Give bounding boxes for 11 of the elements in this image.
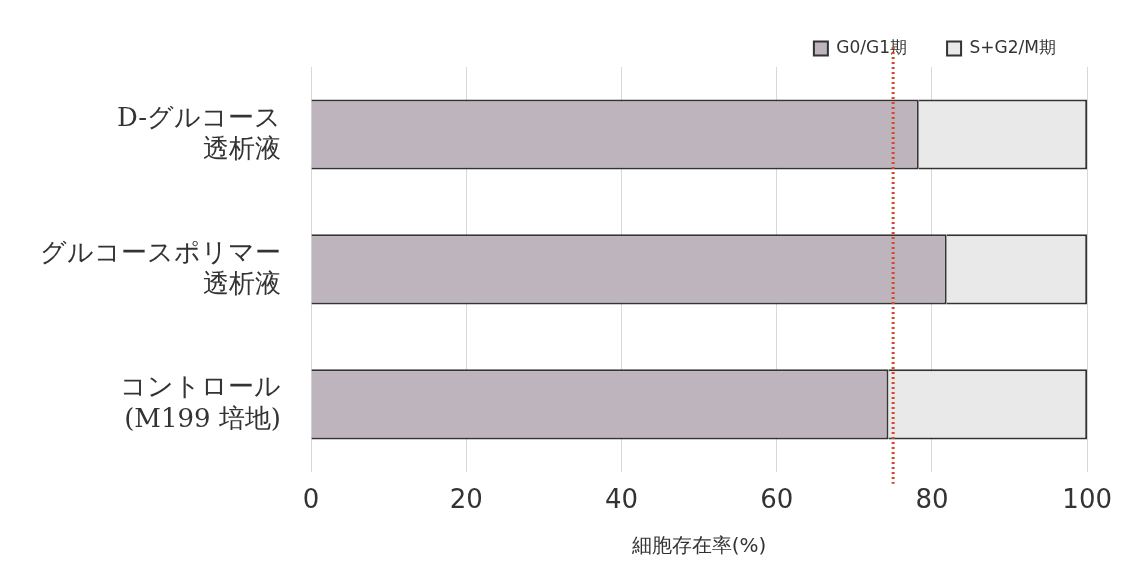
x-tick-label: 40 xyxy=(604,484,639,515)
legend-label: S+G2/M期 xyxy=(969,36,1056,57)
y-tick-label: コントロール(M199 培地) xyxy=(120,371,281,433)
x-tick-label: 60 xyxy=(760,484,794,515)
x-tick-label: 80 xyxy=(915,484,949,515)
x-tick-label: 20 xyxy=(449,484,483,515)
y-tick-label: D-グルコース透析液 xyxy=(116,101,281,163)
y-tick-label: グルコースポリマー透析液 xyxy=(40,236,281,298)
x-axis-title: 細胞存在率(%) xyxy=(630,533,767,558)
x-tick-label: 0 xyxy=(302,484,320,515)
x-tick-label: 100 xyxy=(1062,484,1113,515)
